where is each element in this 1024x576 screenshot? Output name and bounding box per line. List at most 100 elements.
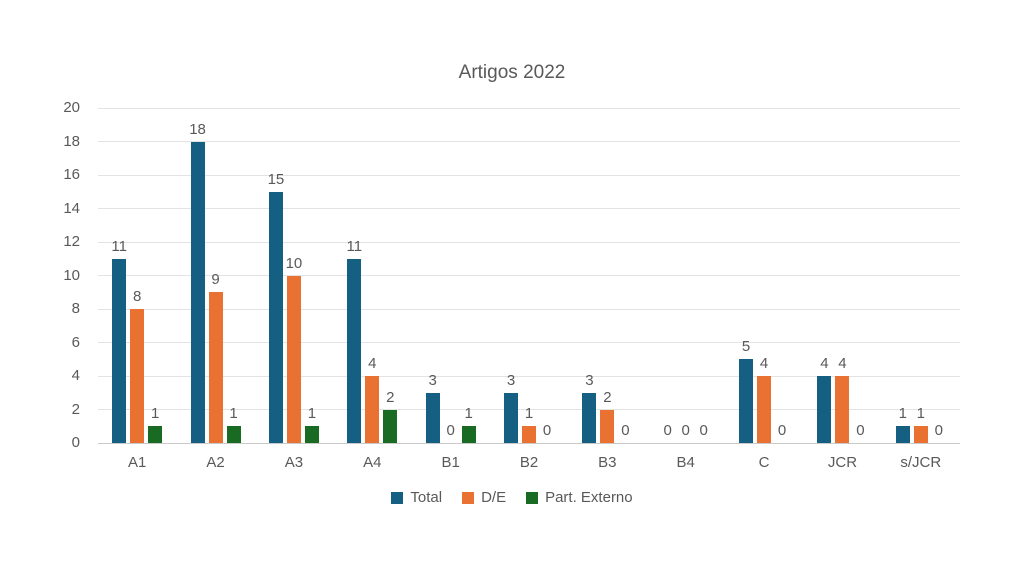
value-label-part-externo-b4: 0 [699,422,708,439]
y-axis-tick-label-8: 8 [71,300,80,317]
value-label-total-s-jcr: 1 [898,405,907,423]
bar-part-externo-a3 [304,426,319,443]
value-label-d-e-a3: 10 [285,254,303,272]
x-axis-label-b3: B3 [598,454,617,471]
y-axis-tick-label-18: 18 [63,132,80,150]
chart-title: Artigos 2022 [458,62,566,83]
value-label-total-a3: 15 [267,170,285,188]
bar-part-externo-a2 [226,426,241,443]
x-axis-label-a2: A2 [206,454,225,471]
bar-d-e-s-jcr [913,426,928,443]
value-label-part-externo-s-jcr: 0 [934,422,943,439]
legend-swatch-d-e [462,491,475,504]
value-label-d-e-a4: 4 [368,355,377,372]
x-axis-label-b4: B4 [676,454,695,471]
value-label-part-externo-b1: 1 [464,405,473,423]
value-label-part-externo-a3: 1 [307,405,317,423]
value-label-d-e-a2: 9 [211,271,220,289]
gridline-8 [98,308,960,310]
legend-item-total: Total [391,489,442,506]
value-label-total-jcr: 4 [820,355,829,372]
value-label-total-c: 5 [741,338,751,356]
bar-total-b1 [425,392,440,443]
legend-label-total: Total [410,489,443,506]
value-label-total-a2: 18 [189,120,206,138]
bar-d-e-b3 [600,409,615,443]
value-label-d-e-b4: 0 [681,422,690,439]
value-label-part-externo-b2: 0 [542,422,552,439]
legend-swatch-total [391,491,404,504]
value-label-total-b1: 3 [428,371,437,389]
x-axis-label-c: C [758,454,770,471]
y-axis-tick-label-2: 2 [71,400,80,418]
y-axis-tick-label-6: 6 [71,333,80,351]
value-label-part-externo-a4: 2 [386,388,395,406]
y-axis-tick-label-20: 20 [63,99,80,116]
bar-total-c [739,359,754,443]
x-axis-label-b1: B1 [441,454,460,471]
x-axis-label-b2: B2 [519,454,539,471]
value-label-part-externo-b3: 0 [621,422,630,439]
value-label-d-e-b1: 0 [446,422,455,439]
value-label-d-e-jcr: 4 [838,355,847,372]
value-label-total-b4: 0 [663,422,672,439]
gridline-16 [98,174,960,176]
gridline-14 [98,208,960,209]
value-label-part-externo-c: 0 [777,422,787,439]
bar-total-jcr [817,376,832,443]
bar-total-a1 [112,258,127,443]
gridline-4 [98,375,960,377]
value-label-d-e-c: 4 [759,355,769,372]
bar-part-externo-b1 [461,426,476,443]
bar-d-e-a4 [365,376,380,443]
legend: Total D/E Part. Externo [0,489,1024,506]
gridline-18 [98,141,960,142]
gridline-10 [98,275,960,276]
bar-part-externo-a4 [383,409,398,443]
x-axis-label-a4: A4 [363,454,382,471]
value-label-d-e-b3: 2 [603,388,612,406]
y-axis-tick-label-10: 10 [63,266,80,284]
bar-total-b2 [504,392,518,443]
value-label-part-externo-a2: 1 [229,405,238,423]
gridline-20 [98,107,960,109]
x-axis-label-s-jcr: s/JCR [900,454,942,471]
value-label-d-e-s-jcr: 1 [916,405,925,423]
legend-item-d-e: D/E [462,489,506,506]
legend-label-part-externo: Part. Externo [545,489,633,506]
bar-total-s-jcr [895,426,910,443]
value-label-total-b3: 3 [585,371,594,389]
legend-label-d-e: D/E [481,489,507,506]
bar-total-a3 [268,191,283,443]
bar-total-b3 [582,392,597,443]
value-label-part-externo-a1: 1 [151,405,160,423]
value-label-total-a1: 11 [111,237,127,255]
value-label-total-a4: 11 [346,237,363,255]
bar-d-e-a2 [208,292,223,443]
y-axis-tick-label-0: 0 [71,434,80,451]
bar-d-e-a3 [286,275,301,443]
x-axis-label-a3: A3 [284,454,304,471]
y-axis-tick-label-12: 12 [63,233,80,250]
bar-total-a4 [347,258,362,443]
bar-part-externo-a1 [148,426,163,443]
x-axis-line [98,443,960,444]
value-label-d-e-b2: 1 [524,405,534,423]
bar-total-a2 [190,141,205,443]
y-axis-tick-label-14: 14 [63,199,80,217]
y-axis-tick-label-4: 4 [71,367,80,384]
bar-d-e-c [757,376,772,443]
x-axis-label-a1: A1 [128,454,147,471]
gridline-2 [98,409,960,410]
value-label-d-e-a1: 8 [133,288,142,305]
gridline-6 [98,342,960,343]
legend-swatch-part-externo [526,491,539,504]
gridline-12 [98,241,960,243]
y-axis-tick-label-16: 16 [63,166,80,183]
x-axis-label-jcr: JCR [827,454,858,471]
bar-d-e-jcr [835,376,850,443]
value-label-total-b2: 3 [506,371,516,389]
bar-d-e-a1 [130,309,145,443]
legend-item-part-externo: Part. Externo [526,489,633,506]
